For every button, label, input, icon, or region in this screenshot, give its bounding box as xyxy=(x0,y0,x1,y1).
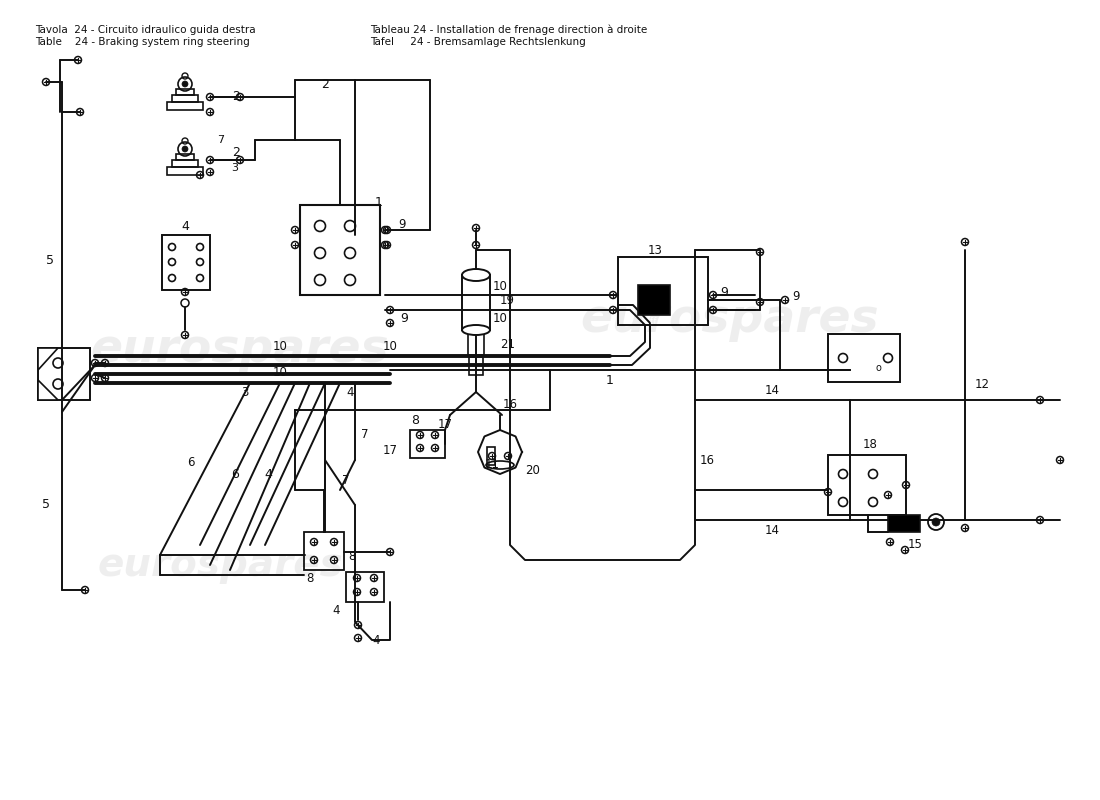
Text: 4: 4 xyxy=(264,469,272,482)
Bar xyxy=(468,331,484,355)
Text: 14: 14 xyxy=(764,383,780,397)
Bar xyxy=(300,205,379,295)
Text: 7: 7 xyxy=(361,429,368,442)
Bar xyxy=(39,348,90,400)
Text: Tableau 24 - Installation de frenage direction à droite: Tableau 24 - Installation de frenage dir… xyxy=(370,25,647,35)
Circle shape xyxy=(932,518,940,526)
Text: eurospares: eurospares xyxy=(581,298,879,342)
Circle shape xyxy=(182,146,188,152)
Bar xyxy=(828,455,906,515)
Polygon shape xyxy=(39,348,58,370)
Bar xyxy=(618,257,708,325)
Bar xyxy=(638,285,670,315)
Circle shape xyxy=(182,81,188,87)
Text: 8: 8 xyxy=(348,550,355,562)
Bar xyxy=(487,447,495,465)
Text: 9: 9 xyxy=(398,218,406,231)
Bar xyxy=(410,430,446,458)
Text: 10: 10 xyxy=(383,339,397,353)
Text: 17: 17 xyxy=(438,418,452,431)
Ellipse shape xyxy=(462,325,490,335)
Text: 4: 4 xyxy=(372,634,379,646)
Text: o: o xyxy=(876,363,881,373)
Text: 17: 17 xyxy=(383,443,398,457)
Text: 4: 4 xyxy=(346,386,354,398)
Text: f.f.: f.f. xyxy=(649,317,659,326)
Text: 5: 5 xyxy=(46,254,54,266)
Text: 6: 6 xyxy=(231,469,239,482)
Text: 1: 1 xyxy=(606,374,614,386)
Text: 2: 2 xyxy=(232,146,240,158)
Text: 9: 9 xyxy=(792,290,800,302)
Text: 3: 3 xyxy=(231,163,239,173)
Text: 5: 5 xyxy=(42,498,50,511)
Bar xyxy=(172,95,198,102)
Text: 18: 18 xyxy=(862,438,878,451)
Text: Table    24 - Braking system ring steering: Table 24 - Braking system ring steering xyxy=(35,37,250,47)
Text: 8: 8 xyxy=(411,414,419,426)
Text: 2: 2 xyxy=(232,90,240,103)
Text: 21: 21 xyxy=(500,338,515,351)
Text: 4: 4 xyxy=(332,603,340,617)
Text: 11: 11 xyxy=(485,458,501,471)
Text: 8: 8 xyxy=(306,571,313,585)
Bar xyxy=(469,357,483,375)
Text: 12: 12 xyxy=(975,378,990,391)
Text: 7: 7 xyxy=(342,474,350,486)
Bar xyxy=(828,334,900,382)
Bar xyxy=(172,160,198,167)
Text: eurospares: eurospares xyxy=(90,327,389,373)
Text: 10: 10 xyxy=(493,279,507,293)
Text: 10: 10 xyxy=(273,366,287,378)
Text: eurospares: eurospares xyxy=(97,546,343,584)
Text: 16: 16 xyxy=(700,454,715,466)
Bar xyxy=(167,102,204,110)
Bar xyxy=(176,89,194,95)
Polygon shape xyxy=(888,515,920,532)
Text: 4: 4 xyxy=(182,221,189,234)
Bar xyxy=(346,572,384,602)
Bar xyxy=(462,275,490,330)
Bar xyxy=(304,532,344,570)
Bar xyxy=(167,167,204,175)
Text: 13: 13 xyxy=(648,243,662,257)
Bar xyxy=(176,154,194,160)
Text: 16: 16 xyxy=(503,398,517,411)
Text: 7: 7 xyxy=(218,135,224,145)
Text: Tavola  24 - Circuito idraulico guida destra: Tavola 24 - Circuito idraulico guida des… xyxy=(35,25,255,35)
Text: 14: 14 xyxy=(764,523,780,537)
Text: 10: 10 xyxy=(493,311,507,325)
Text: 20: 20 xyxy=(525,463,540,477)
Text: 9: 9 xyxy=(400,311,408,325)
Text: Tafel     24 - Bremsamlage Rechtslenkung: Tafel 24 - Bremsamlage Rechtslenkung xyxy=(370,37,585,47)
Text: 3: 3 xyxy=(241,386,249,398)
Text: 10: 10 xyxy=(273,339,287,353)
Polygon shape xyxy=(39,380,58,400)
Text: 15: 15 xyxy=(908,538,923,551)
Text: 6: 6 xyxy=(187,455,195,469)
Text: 2: 2 xyxy=(321,78,329,91)
Ellipse shape xyxy=(462,269,490,281)
Text: 1: 1 xyxy=(375,195,383,209)
Bar xyxy=(162,235,210,290)
Text: 19: 19 xyxy=(500,294,515,306)
Text: 9: 9 xyxy=(720,286,728,298)
